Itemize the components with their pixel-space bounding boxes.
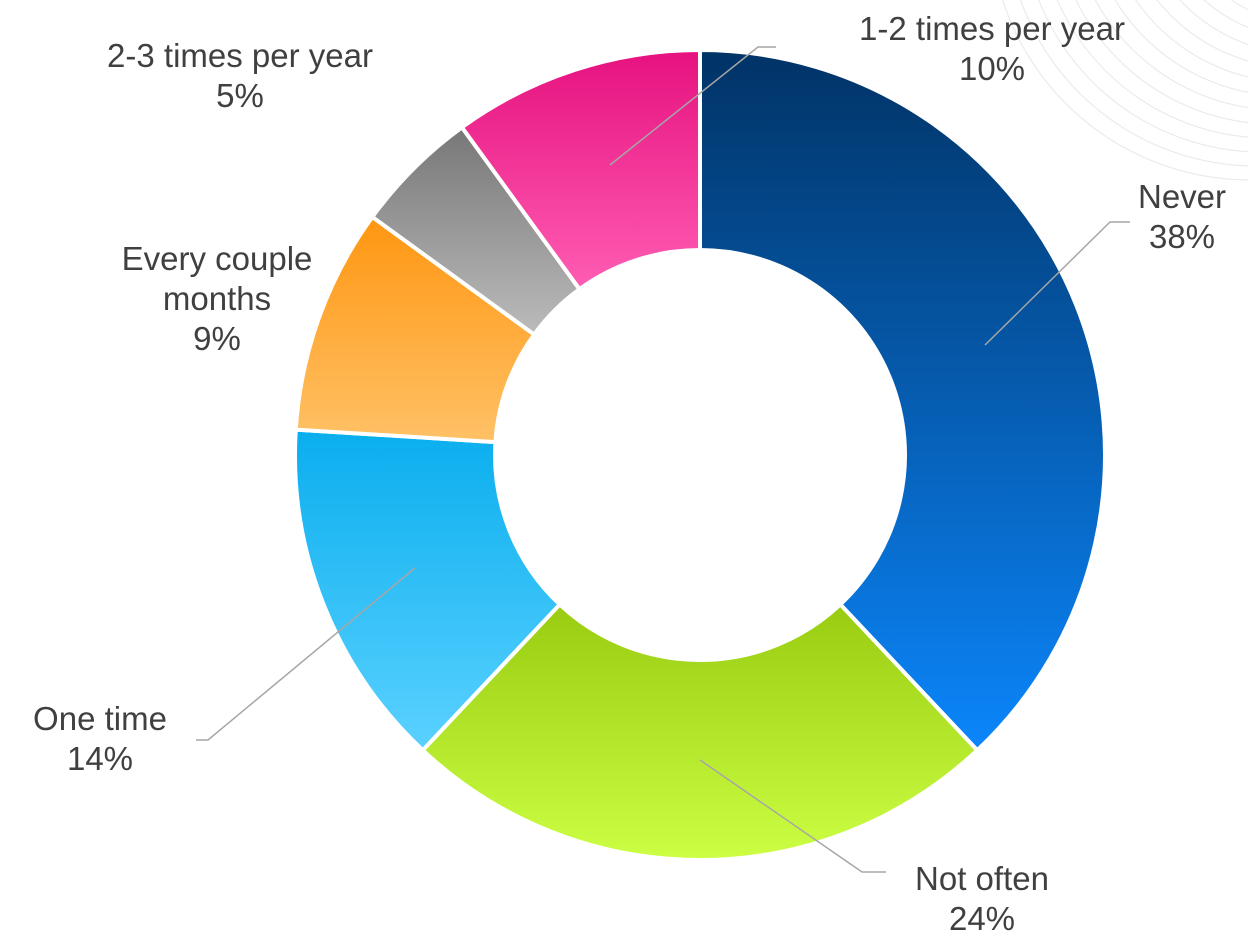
data-label-value: 9% bbox=[193, 320, 241, 357]
slice-one-time bbox=[293, 427, 563, 754]
leader-line bbox=[699, 759, 886, 873]
data-label-value: 10% bbox=[959, 50, 1025, 87]
slices-group bbox=[293, 47, 1107, 862]
leader-line bbox=[984, 221, 1130, 346]
data-label: Not often 24% bbox=[915, 860, 1049, 937]
data-label: 1-2 times per year 10% bbox=[859, 10, 1125, 87]
slice-not-often bbox=[419, 601, 981, 862]
data-label-category: Never bbox=[1138, 178, 1226, 215]
data-label-value: 38% bbox=[1149, 218, 1215, 255]
data-label-category: Every couple bbox=[122, 240, 313, 277]
data-label-category: 1-2 times per year bbox=[859, 10, 1125, 47]
data-label: One time 14% bbox=[33, 700, 167, 777]
leader-line bbox=[196, 567, 416, 741]
data-label: Never 38% bbox=[1138, 178, 1226, 255]
decorative-arc bbox=[1182, 0, 1248, 12]
leader-line bbox=[609, 46, 776, 166]
data-label-value: 14% bbox=[67, 740, 133, 777]
leader-lines-group bbox=[196, 46, 1130, 873]
decorative-arc bbox=[1203, 0, 1248, 29]
data-label-category: Not often bbox=[915, 860, 1049, 897]
data-label-category: 2-3 times per year bbox=[107, 37, 373, 74]
data-label-value: 5% bbox=[216, 77, 264, 114]
data-label-category: months bbox=[163, 280, 271, 317]
data-label: Every couple months 9% bbox=[122, 240, 313, 357]
data-label-value: 24% bbox=[949, 900, 1015, 937]
data-label: 2-3 times per year 5% bbox=[107, 37, 373, 114]
slice-1-2-times-per-year bbox=[459, 47, 702, 292]
decorative-arc bbox=[1156, 0, 1248, 62]
data-label-category: One time bbox=[33, 700, 167, 737]
decorative-arc bbox=[1178, 0, 1248, 46]
labels-group: Never 38% Not often 24% One time 14% Every cou… bbox=[33, 10, 1226, 937]
slice-never bbox=[698, 47, 1107, 754]
